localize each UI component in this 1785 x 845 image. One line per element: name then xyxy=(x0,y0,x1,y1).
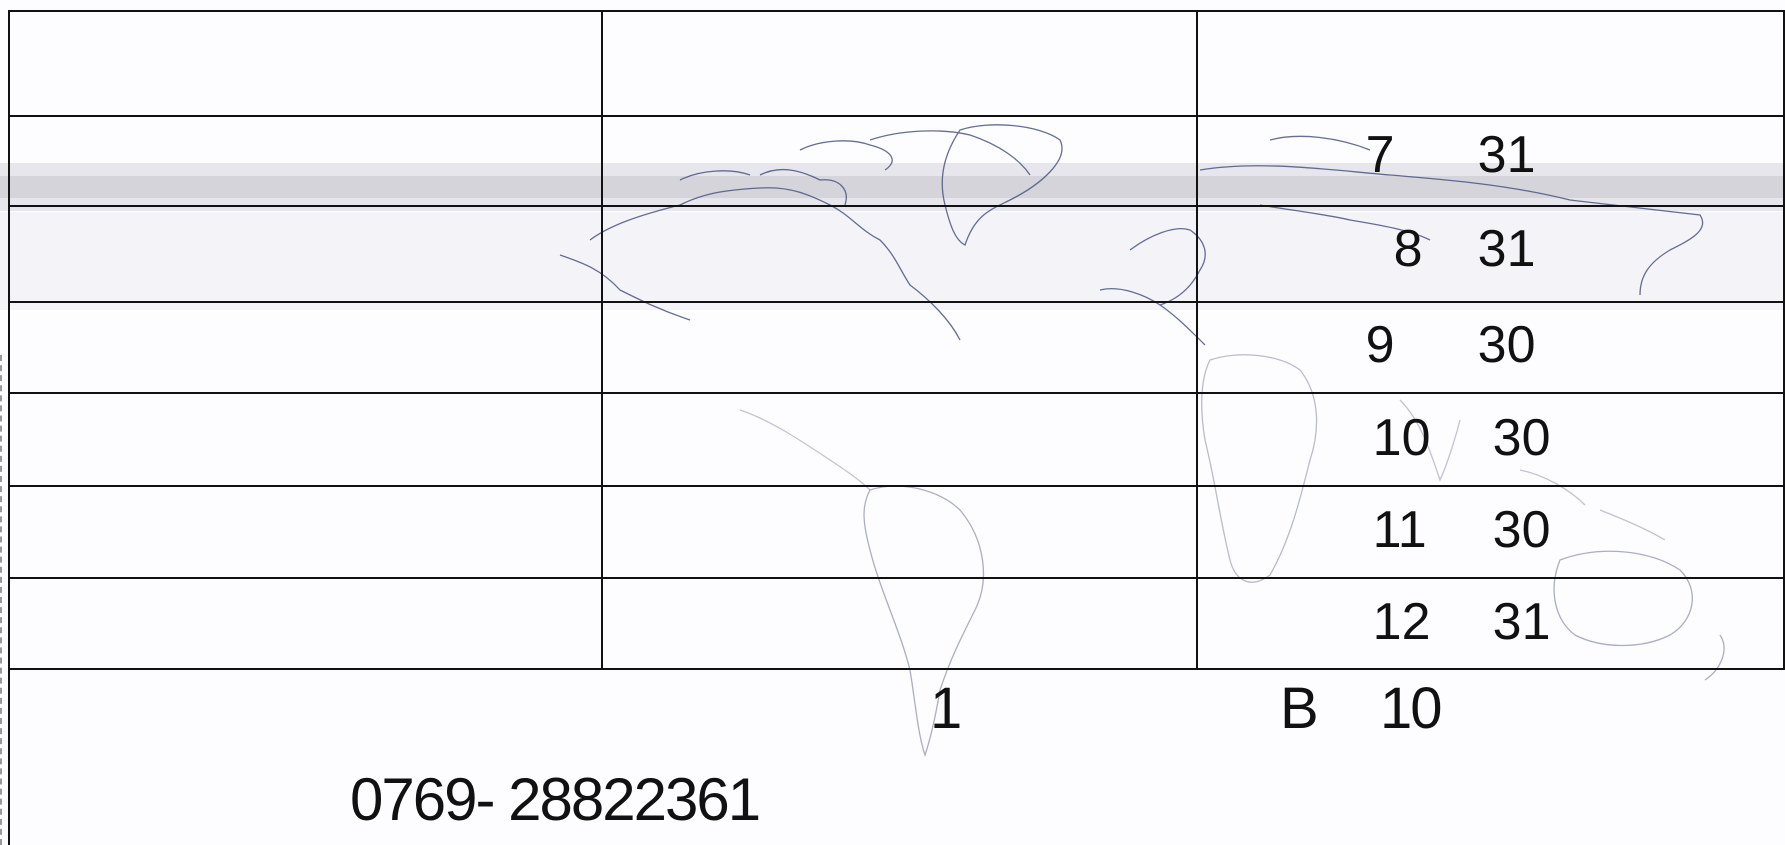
table-cell xyxy=(7,115,604,207)
days-value: 30 xyxy=(1492,409,1551,467)
table-cell xyxy=(601,205,1198,303)
table-row: 11 30 xyxy=(7,485,1785,579)
table-cell xyxy=(601,115,1198,207)
table-cell xyxy=(1195,10,1785,117)
table-cell: 10 30 xyxy=(1195,392,1785,487)
table-cell: 11 30 xyxy=(1195,485,1785,579)
table-cell xyxy=(7,485,604,579)
phone-number: 0769- 28822361 xyxy=(350,766,761,833)
days-value: 31 xyxy=(1477,126,1536,184)
month-value: 10 xyxy=(1372,409,1431,467)
table-cell xyxy=(7,205,604,303)
table-row: 12 31 xyxy=(7,577,1785,670)
grade-value: 10 xyxy=(1380,676,1442,741)
month-value: 7 xyxy=(1365,126,1395,184)
days-value: 31 xyxy=(1477,220,1536,278)
footer-left-border xyxy=(8,655,10,845)
month-value: 12 xyxy=(1372,593,1431,651)
table-row xyxy=(7,10,1785,117)
table-row: 7 31 xyxy=(7,115,1785,207)
month-value: 11 xyxy=(1372,501,1427,559)
table-cell xyxy=(601,577,1198,670)
table-row: 8 31 xyxy=(7,205,1785,303)
table-cell xyxy=(601,10,1198,117)
table-cell xyxy=(601,485,1198,579)
table-cell: 12 31 xyxy=(1195,577,1785,670)
days-value: 31 xyxy=(1492,593,1551,651)
table-cell xyxy=(7,10,604,117)
table-cell: 8 31 xyxy=(1195,205,1785,303)
table-cell xyxy=(7,577,604,670)
month-value: 9 xyxy=(1365,316,1395,374)
dashed-margin-line xyxy=(0,355,2,845)
table-row: 10 30 xyxy=(7,392,1785,487)
count-value: 1 xyxy=(930,676,962,741)
days-value: 30 xyxy=(1492,501,1551,559)
table-row: 9 30 xyxy=(7,301,1785,394)
table-cell xyxy=(7,392,604,487)
calendar-table: 7 31 8 31 9 30 10 30 xyxy=(7,10,1785,670)
table-cell: 7 31 xyxy=(1195,115,1785,207)
table-cell xyxy=(601,392,1198,487)
grade-label: B xyxy=(1280,676,1319,741)
month-value: 8 xyxy=(1393,220,1423,278)
table-cell xyxy=(7,301,604,394)
table-cell xyxy=(601,301,1198,394)
table-cell: 9 30 xyxy=(1195,301,1785,394)
days-value: 30 xyxy=(1477,316,1536,374)
